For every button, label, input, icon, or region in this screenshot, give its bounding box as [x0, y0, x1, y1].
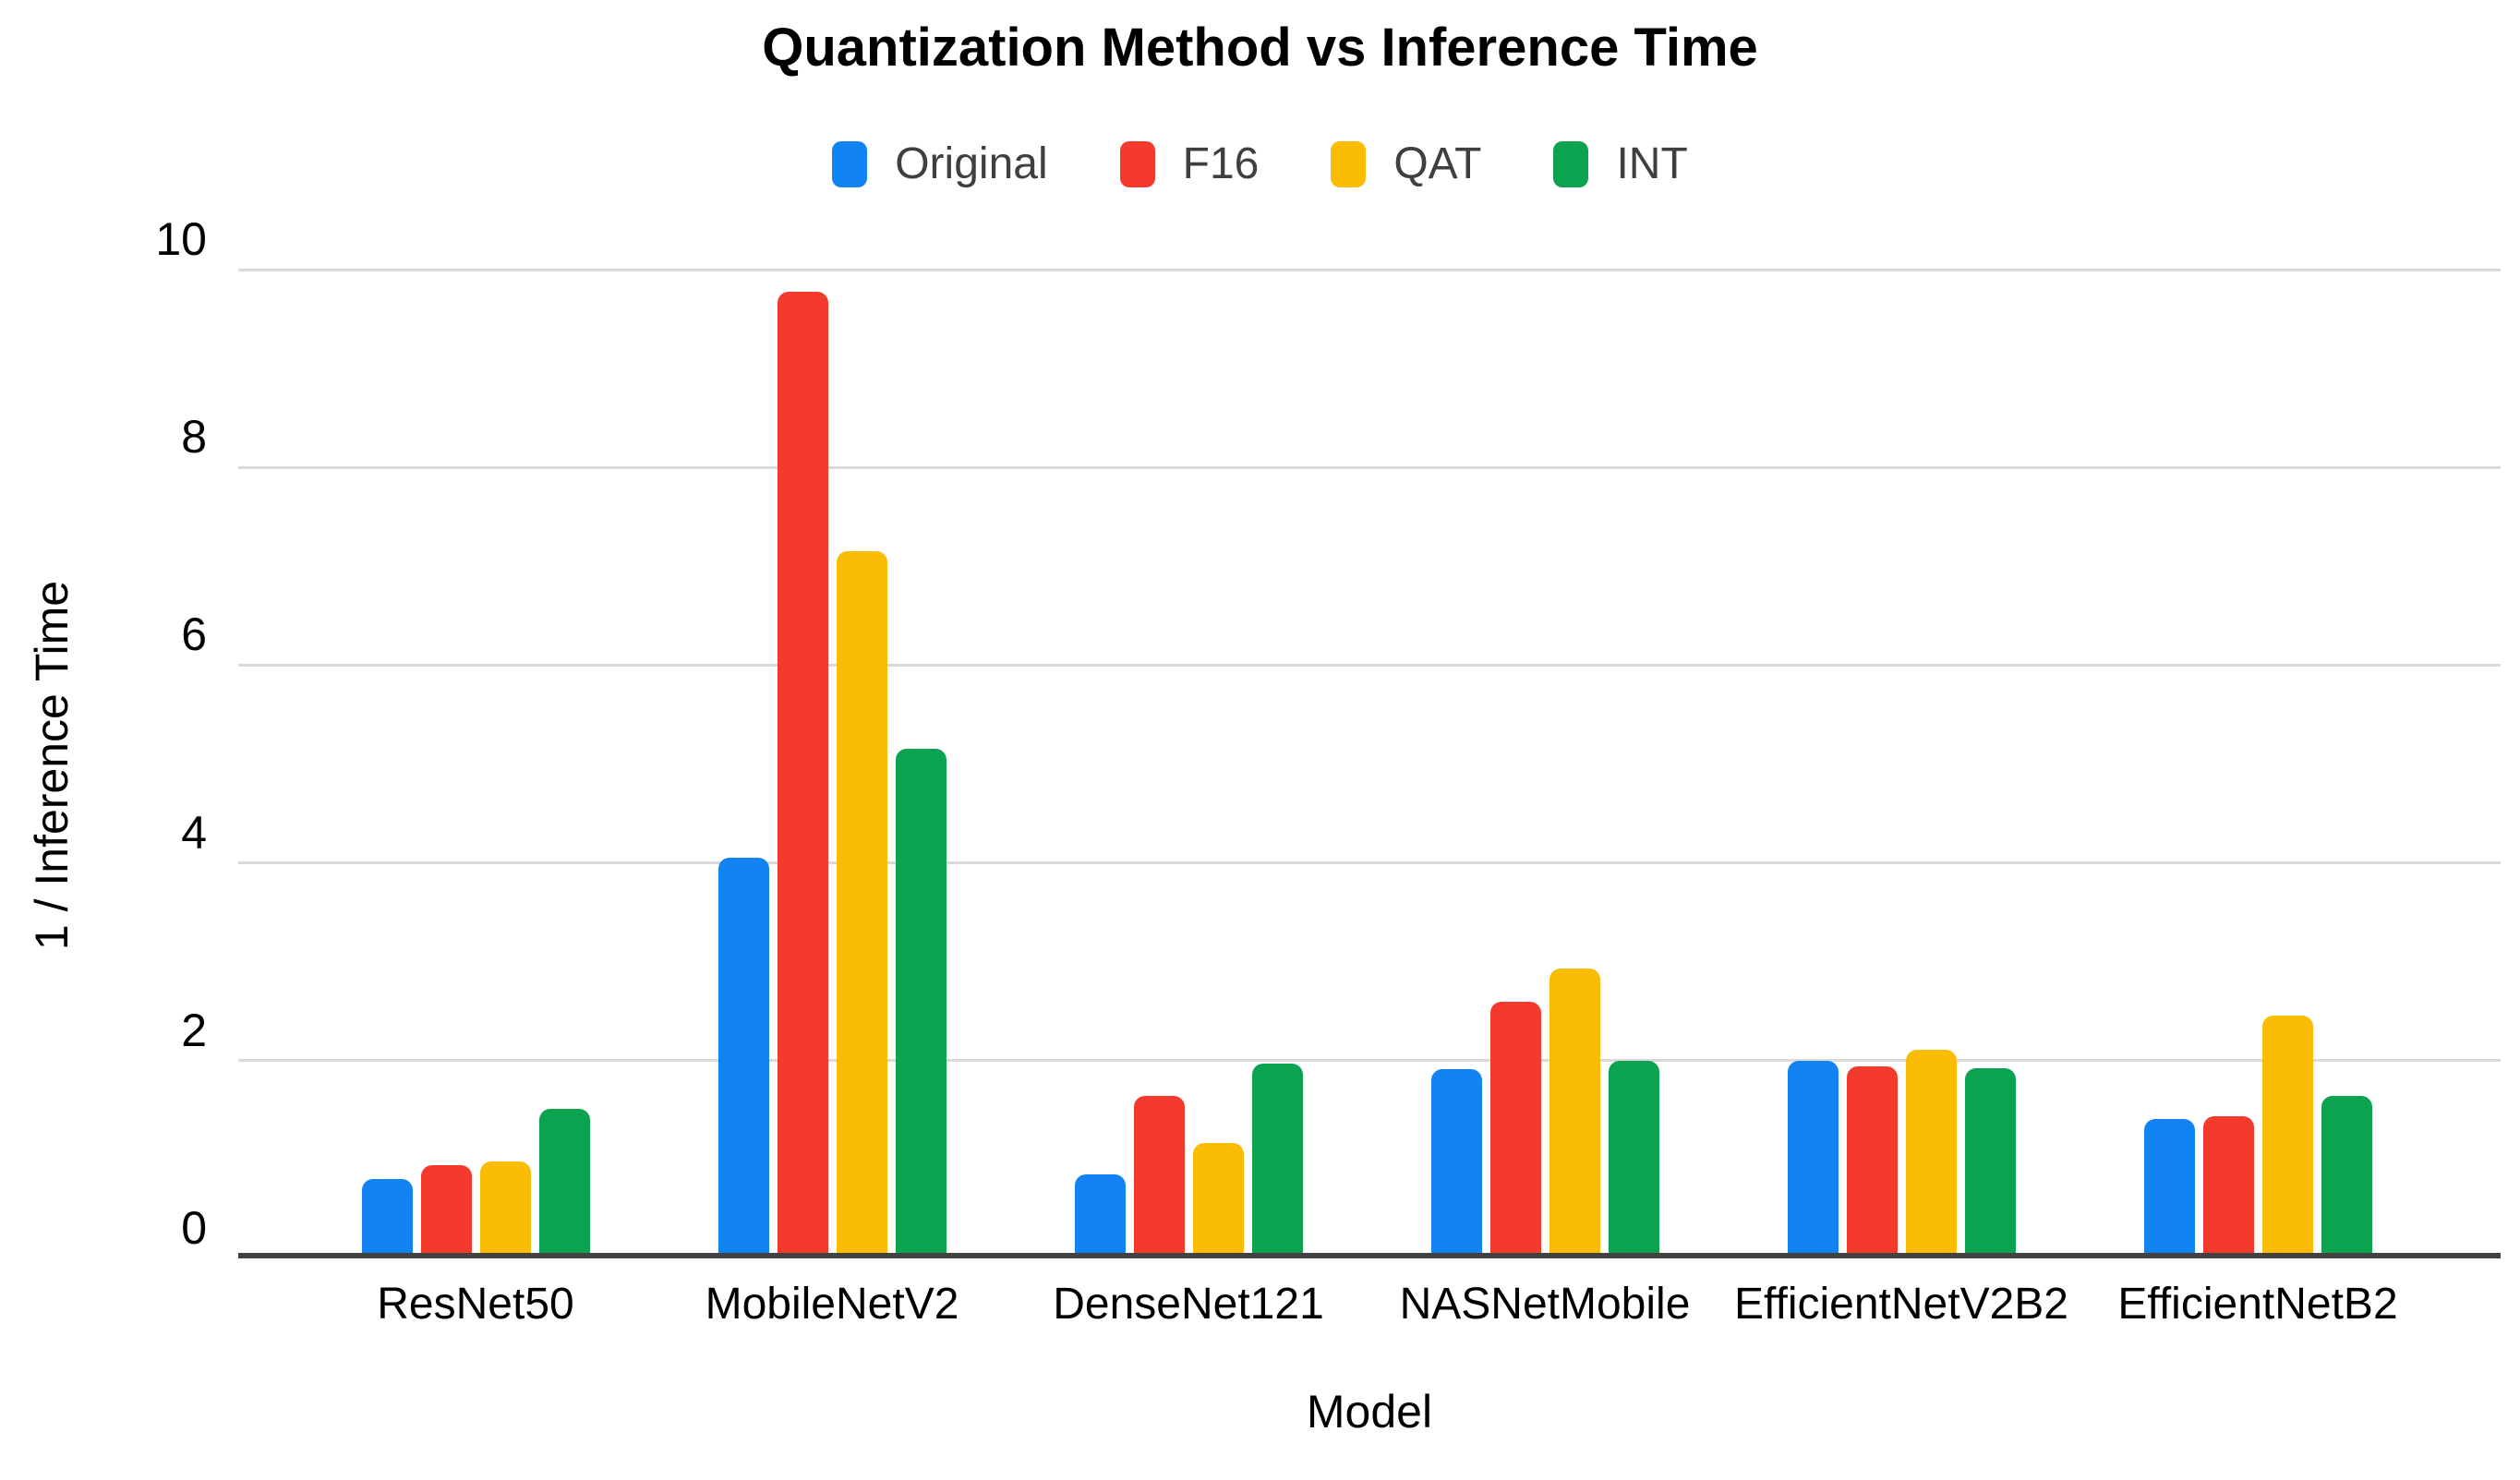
legend-item-f16: F16 — [1119, 138, 1260, 189]
y-tick-label-2: 2 — [181, 1004, 207, 1056]
bar-f16-resnet50 — [420, 1165, 472, 1258]
bar-original-efficientnetb2 — [2143, 1119, 2195, 1258]
legend-label: INT — [1616, 139, 1688, 188]
bar-original-densenet121 — [1074, 1173, 1126, 1258]
bar-qat-efficientnetb2 — [2261, 1015, 2313, 1258]
bar-f16-mobilenetv2 — [777, 291, 828, 1258]
bar-f16-densenet121 — [1133, 1096, 1185, 1258]
x-category-label-densenet121: DenseNet121 — [1053, 1280, 1324, 1329]
bar-group-densenet121 — [1010, 270, 1367, 1258]
bar-int-resnet50 — [538, 1109, 590, 1258]
chart-title: Quantization Method vs Inference Time — [762, 18, 1758, 78]
bar-qat-nasnetmobile — [1549, 969, 1600, 1258]
bar-f16-nasnetmobile — [1489, 1001, 1541, 1258]
bar-int-efficientnetv2b2 — [1964, 1068, 2016, 1258]
bar-qat-resnet50 — [479, 1161, 531, 1258]
legend-swatch-original — [832, 140, 868, 187]
legend-item-original: Original — [832, 138, 1048, 189]
bar-group-mobilenetv2 — [654, 270, 1010, 1258]
x-category-label-resnet50: ResNet50 — [377, 1280, 574, 1329]
x-category-labels: ResNet50 MobileNetV2 DenseNet121 NASNetMobi… — [297, 1279, 2436, 1330]
legend-label: Original — [895, 139, 1048, 188]
legend-item-qat: QAT — [1331, 138, 1481, 189]
bar-original-efficientnetv2b2 — [1787, 1060, 1839, 1258]
bar-original-nasnetmobile — [1430, 1069, 1482, 1258]
bar-original-mobilenetv2 — [717, 858, 769, 1258]
legend: Original F16 QAT INT — [0, 138, 2520, 189]
y-tick-label-10: 10 — [155, 213, 207, 265]
bar-group-efficientnetb2 — [2080, 270, 2436, 1258]
bar-group-nasnetmobile — [1367, 270, 1723, 1258]
bar-qat-mobilenetv2 — [836, 551, 887, 1258]
y-tick-label-4: 4 — [181, 806, 207, 859]
bar-qat-efficientnetv2b2 — [1905, 1050, 1957, 1258]
bar-f16-efficientnetv2b2 — [1846, 1066, 1898, 1258]
bar-int-nasnetmobile — [1608, 1060, 1659, 1258]
bar-f16-efficientnetb2 — [2202, 1115, 2254, 1258]
gridline-10 — [238, 268, 2501, 271]
bar-original-resnet50 — [361, 1179, 413, 1258]
bar-int-efficientnetb2 — [2321, 1096, 2372, 1258]
legend-item-int: INT — [1553, 138, 1688, 189]
x-category-label-efficientnetb2: EfficientNetB2 — [2117, 1280, 2398, 1329]
gridline-8 — [238, 465, 2501, 469]
gridline-6 — [238, 663, 2501, 667]
x-axis-title: Model — [1306, 1386, 1433, 1438]
x-category-label-nasnetmobile: NASNetMobile — [1399, 1280, 1691, 1329]
legend-swatch-qat — [1331, 140, 1367, 187]
plot-area: 0 2 4 6 8 10 ResNet50 MobileNetV2 DenseNet121 NA… — [155, 213, 2501, 1329]
y-axis-title: 1 / Inference Time — [26, 580, 78, 951]
y-tick-label-6: 6 — [181, 608, 207, 661]
legend-swatch-int — [1553, 140, 1589, 187]
bar-qat-densenet121 — [1192, 1142, 1244, 1258]
gridline-4 — [238, 861, 2501, 865]
bar-int-densenet121 — [1251, 1064, 1303, 1258]
gridline-0 — [238, 1253, 2501, 1258]
gridline-2 — [238, 1059, 2501, 1063]
x-category-label-efficientnetv2b2: EfficientNetV2B2 — [1734, 1280, 2068, 1329]
legend-label: F16 — [1182, 139, 1260, 188]
bar-group-efficientnetv2b2 — [1723, 270, 2080, 1258]
bar-group-resnet50 — [297, 270, 654, 1258]
bar-int-mobilenetv2 — [895, 749, 947, 1258]
legend-label: QAT — [1393, 139, 1482, 188]
y-tick-label-0: 0 — [181, 1202, 207, 1254]
x-category-label-mobilenetv2: MobileNetV2 — [705, 1280, 959, 1329]
y-tick-label-8: 8 — [181, 411, 207, 463]
bar-groups — [297, 270, 2436, 1258]
legend-swatch-f16 — [1119, 140, 1155, 187]
